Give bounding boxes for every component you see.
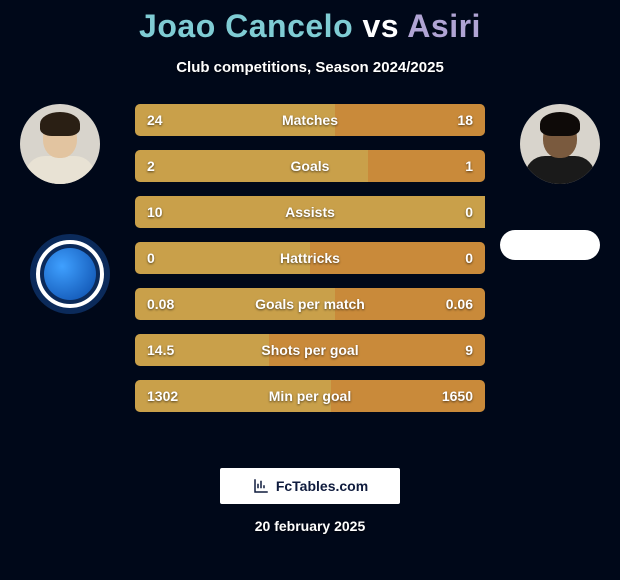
stat-right-value: 0 xyxy=(425,204,485,220)
date-label: 20 february 2025 xyxy=(0,518,620,534)
stat-label: Min per goal xyxy=(195,388,425,404)
stat-right-value: 9 xyxy=(425,342,485,358)
player1-hair xyxy=(40,112,80,136)
stat-left-value: 2 xyxy=(135,158,195,174)
player1-avatar xyxy=(20,104,100,184)
stat-label: Hattricks xyxy=(195,250,425,266)
stat-label: Shots per goal xyxy=(195,342,425,358)
stat-right-value: 1 xyxy=(425,158,485,174)
stat-rows: 24Matches182Goals110Assists00Hattricks00… xyxy=(135,104,485,412)
stat-row: 24Matches18 xyxy=(135,104,485,136)
stat-left-value: 0.08 xyxy=(135,296,195,312)
stat-row: 0Hattricks0 xyxy=(135,242,485,274)
player2-jersey xyxy=(525,156,595,184)
stat-left-value: 14.5 xyxy=(135,342,195,358)
stat-label: Goals per match xyxy=(195,296,425,312)
stat-row: 0.08Goals per match0.06 xyxy=(135,288,485,320)
player1-jersey xyxy=(25,156,95,184)
player2-name: Asiri xyxy=(407,8,481,44)
vs-label: vs xyxy=(363,8,400,44)
subtitle: Club competitions, Season 2024/2025 xyxy=(0,59,620,76)
player1-name: Joao Cancelo xyxy=(139,8,353,44)
comparison-title: Joao Cancelo vs Asiri xyxy=(0,0,620,45)
player2-hair xyxy=(540,112,580,136)
stat-left-value: 24 xyxy=(135,112,195,128)
stat-left-value: 1302 xyxy=(135,388,195,404)
brand-badge: FcTables.com xyxy=(220,468,400,504)
stat-row: 1302Min per goal1650 xyxy=(135,380,485,412)
brand-label: FcTables.com xyxy=(276,478,368,494)
stat-right-value: 1650 xyxy=(425,388,485,404)
stat-left-value: 10 xyxy=(135,204,195,220)
player2-club-badge xyxy=(500,230,600,260)
stat-left-value: 0 xyxy=(135,250,195,266)
stat-row: 10Assists0 xyxy=(135,196,485,228)
stat-right-value: 0 xyxy=(425,250,485,266)
player2-avatar xyxy=(520,104,600,184)
stat-label: Assists xyxy=(195,204,425,220)
player1-club-badge xyxy=(30,234,110,314)
comparison-stage: 24Matches182Goals110Assists00Hattricks00… xyxy=(0,104,620,444)
stat-row: 2Goals1 xyxy=(135,150,485,182)
stat-right-value: 0.06 xyxy=(425,296,485,312)
stat-right-value: 18 xyxy=(425,112,485,128)
stat-label: Goals xyxy=(195,158,425,174)
stat-row: 14.5Shots per goal9 xyxy=(135,334,485,366)
chart-icon xyxy=(252,477,270,495)
stat-label: Matches xyxy=(195,112,425,128)
